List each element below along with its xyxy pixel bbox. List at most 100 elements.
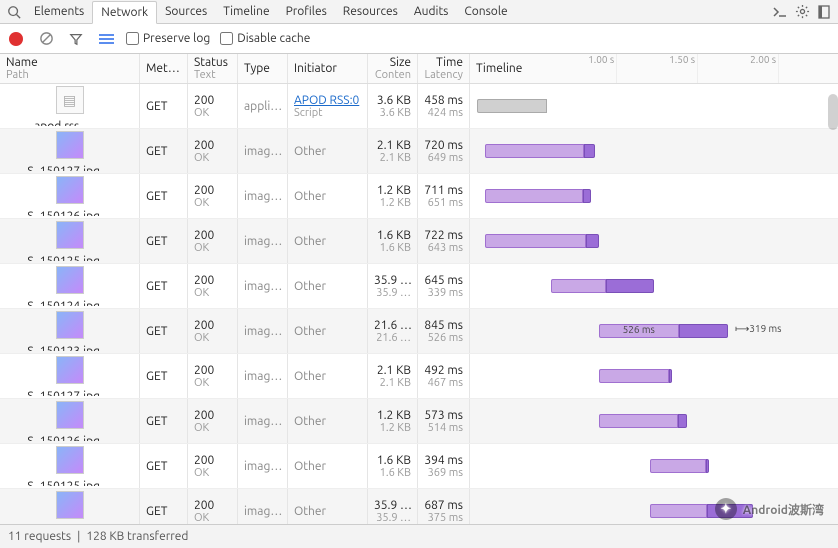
request-method: GET — [140, 264, 188, 308]
timing-bar — [485, 234, 599, 248]
size: 1.2 KB — [374, 409, 411, 422]
request-method: GET — [140, 354, 188, 398]
tab-profiles[interactable]: Profiles — [278, 1, 335, 22]
clear-icon[interactable] — [36, 29, 56, 49]
size: 21.6 … — [374, 319, 411, 332]
request-name: apod.rss — [34, 120, 105, 126]
request-method: GET — [140, 444, 188, 488]
wechat-icon: ✦ — [715, 498, 737, 520]
timing-bar — [599, 414, 687, 428]
tab-timeline[interactable]: Timeline — [215, 1, 277, 22]
status-code: 200 — [194, 319, 231, 332]
request-method: GET — [140, 174, 188, 218]
request-type: imag… — [238, 264, 288, 308]
request-table: ▤apod.rssapod.nasa.govGET200OKappli…APOD… — [0, 84, 838, 524]
image-thumbnail-icon — [56, 356, 84, 384]
request-name: S_150125.jpg — [27, 480, 111, 486]
preserve-log-checkbox[interactable]: Preserve log — [126, 32, 210, 45]
status-text: OK — [194, 287, 231, 299]
content-size: 2.1 KB — [374, 377, 411, 389]
tab-resources[interactable]: Resources — [335, 1, 406, 22]
latency: 375 ms — [424, 512, 463, 524]
header-time[interactable]: TimeLatency — [418, 54, 470, 83]
header-status[interactable]: StatusText — [188, 54, 238, 83]
size: 35.9 … — [374, 499, 411, 512]
timing-bar: 526 ms — [599, 324, 728, 338]
header-method[interactable]: Met… — [140, 54, 188, 83]
initiator-link[interactable]: APOD RSS:0 — [294, 94, 361, 107]
latency: 467 ms — [424, 377, 463, 389]
latency: 651 ms — [424, 197, 463, 209]
header-type[interactable]: Type — [238, 54, 288, 83]
status-code: 200 — [194, 454, 231, 467]
request-row[interactable]: S_150126.jpgantwrp.gsfc.na…GET200OKimag…… — [0, 399, 838, 444]
request-method: GET — [140, 219, 188, 263]
filter-icon[interactable] — [66, 29, 86, 49]
console-toggle-icon[interactable] — [770, 2, 790, 22]
tab-console[interactable]: Console — [456, 1, 515, 22]
initiator-text: Other — [294, 415, 361, 428]
header-initiator[interactable]: Initiator — [288, 54, 368, 83]
tab-sources[interactable]: Sources — [157, 1, 215, 22]
request-type: imag… — [238, 354, 288, 398]
request-row[interactable]: S_150125.jpgantwrp.gsfc.na…GET200OKimag…… — [0, 219, 838, 264]
status-text: OK — [194, 152, 231, 164]
disable-cache-checkbox[interactable]: Disable cache — [220, 32, 310, 45]
request-row[interactable]: S_150126.jpgantwrp.gsfc.na…GET200OKimag…… — [0, 174, 838, 219]
content-size: 35.9 … — [374, 287, 411, 299]
image-thumbnail-icon — [56, 221, 84, 249]
header-timeline[interactable]: Timeline 1.00 s1.50 s2.00 s — [470, 54, 838, 83]
request-row[interactable]: S_150125.jpgantwrp.gsfc.na…GET200OKimag…… — [0, 444, 838, 489]
latency: 649 ms — [424, 152, 463, 164]
image-thumbnail-icon — [56, 401, 84, 429]
request-name: S_150125.jpg — [27, 255, 111, 261]
settings-gear-icon[interactable] — [792, 2, 812, 22]
timing-bar — [650, 459, 709, 473]
image-thumbnail-icon — [56, 176, 84, 204]
status-text: OK — [194, 377, 231, 389]
request-type: imag… — [238, 219, 288, 263]
size: 1.2 KB — [374, 184, 411, 197]
request-count: 11 requests — [8, 530, 71, 543]
document-icon: ▤ — [56, 86, 84, 114]
latency: 514 ms — [424, 422, 463, 434]
time: 845 ms — [424, 319, 463, 332]
request-name: S_150126.jpg — [27, 435, 111, 441]
request-type: imag… — [238, 399, 288, 443]
latency: 424 ms — [424, 107, 463, 119]
status-text: OK — [194, 332, 231, 344]
request-name: S_150124.jpg — [27, 300, 111, 306]
time: 492 ms — [424, 364, 463, 377]
timing-bar — [599, 369, 673, 383]
size: 35.9 … — [374, 274, 411, 287]
header-size[interactable]: SizeConten — [368, 54, 418, 83]
request-row[interactable]: S_150127.jpgantwrp.gsfc.na…GET200OKimag…… — [0, 354, 838, 399]
content-size: 21.6 … — [374, 332, 411, 344]
request-row[interactable]: S_150127.jpgantwrp.gsfc.na…GET200OKimag…… — [0, 129, 838, 174]
size: 2.1 KB — [374, 364, 411, 377]
header-name[interactable]: NamePath — [0, 54, 140, 83]
latency: 643 ms — [424, 242, 463, 254]
timing-bar — [485, 144, 595, 158]
content-size: 1.6 KB — [374, 467, 411, 479]
content-size: 2.1 KB — [374, 152, 411, 164]
request-name: S_150123.jpg — [27, 345, 111, 351]
search-icon[interactable] — [4, 2, 24, 22]
time: 720 ms — [424, 139, 463, 152]
scrollbar[interactable] — [824, 54, 838, 524]
request-type: appli… — [238, 84, 288, 128]
request-row[interactable]: S_150123.jpgantwrp.gsfc.na…GET200OKimag…… — [0, 309, 838, 354]
table-header: NamePath Met… StatusText Type Initiator … — [0, 54, 838, 84]
initiator-text: Other — [294, 325, 361, 338]
tab-audits[interactable]: Audits — [406, 1, 457, 22]
tab-elements[interactable]: Elements — [26, 1, 92, 22]
dock-icon[interactable] — [814, 2, 834, 22]
status-text: OK — [194, 242, 231, 254]
record-button[interactable] — [6, 29, 26, 49]
request-row[interactable]: S_150124.jpgantwrp.gsfc.na…GET200OKimag…… — [0, 489, 838, 524]
view-toggle-icon[interactable] — [96, 29, 116, 49]
status-text: OK — [194, 197, 231, 209]
tab-network[interactable]: Network — [92, 1, 157, 24]
request-row[interactable]: S_150124.jpgantwrp.gsfc.na…GET200OKimag…… — [0, 264, 838, 309]
request-row[interactable]: ▤apod.rssapod.nasa.govGET200OKappli…APOD… — [0, 84, 838, 129]
